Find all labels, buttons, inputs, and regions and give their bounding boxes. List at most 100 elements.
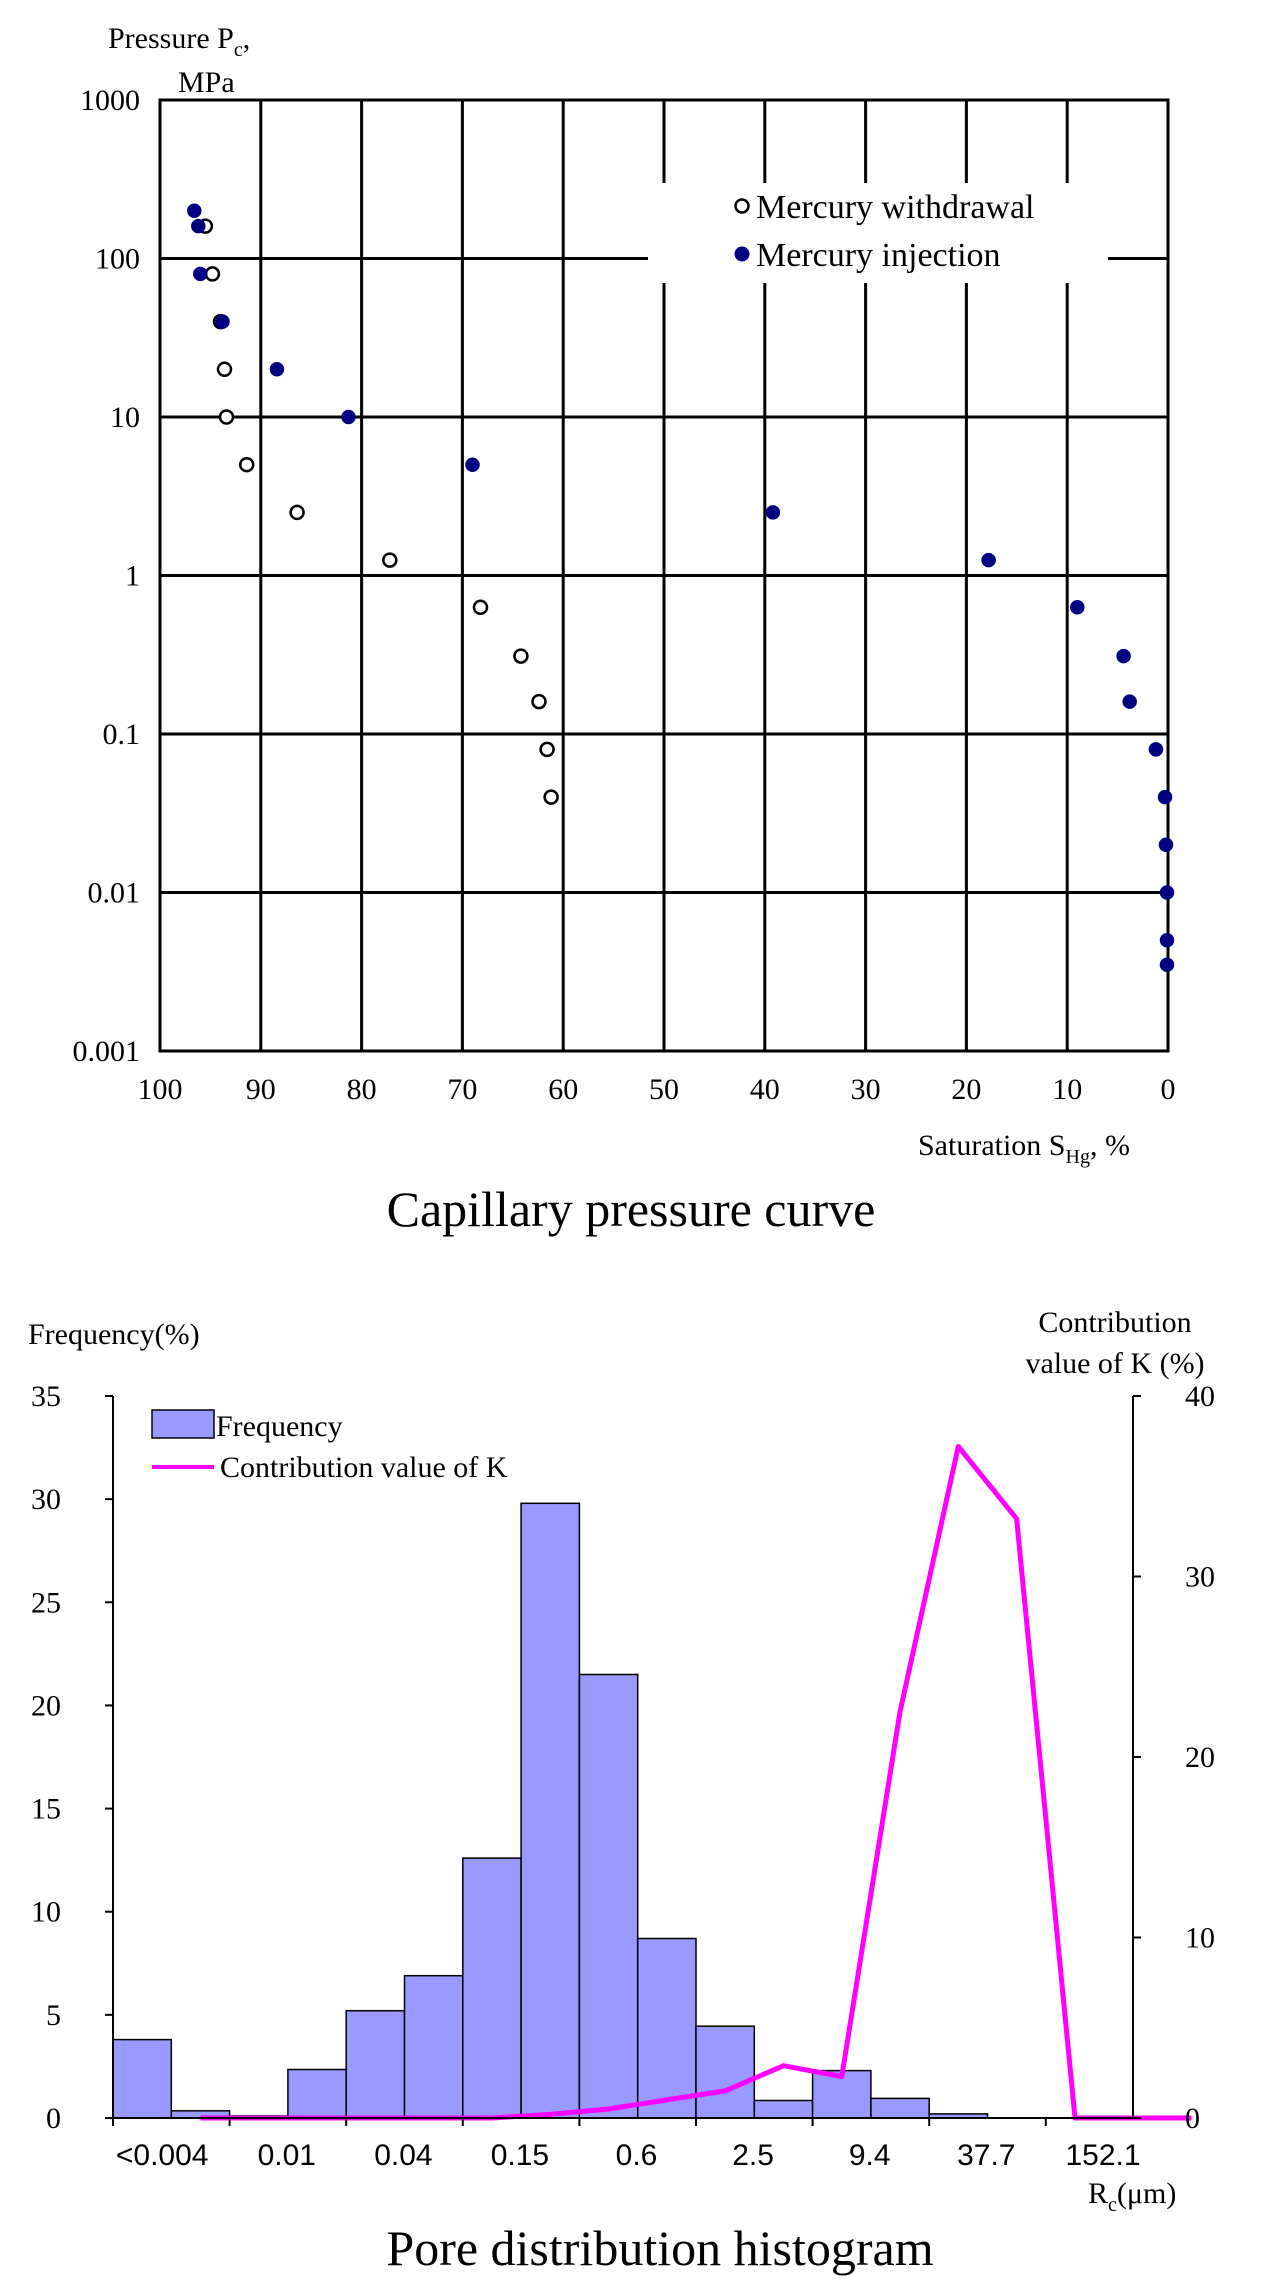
injection-point [1159, 957, 1175, 973]
withdrawal-point [531, 693, 547, 710]
histogram-bar [345, 2009, 406, 2119]
pore-distribution-chart: 0 5 10 15 20 25 30 35 0 10 20 30 40 <0.004 0.01 0.04 0… [28, 1306, 1215, 2276]
histogram-bars [112, 1502, 989, 2119]
legend-filled-circle-icon [734, 246, 750, 262]
top-x-tick: 10 [1052, 1073, 1082, 1106]
top-x-tick: 100 [138, 1073, 183, 1106]
bottom-y2-tick: 40 [1185, 1380, 1215, 1413]
histogram-bar [695, 2025, 756, 2119]
injection-point [341, 409, 356, 425]
bottom-left-y-ticks: 0 5 10 15 20 25 30 35 [31, 1380, 113, 2135]
injection-point [215, 314, 230, 329]
bottom-y-tick: 10 [31, 1896, 61, 1929]
histogram-bar [578, 1673, 639, 2119]
top-y-tick: 0.001 [73, 1035, 141, 1068]
bottom-x-axis-label: Rc(μm) [1088, 2177, 1176, 2216]
top-legend-box [648, 183, 1108, 283]
top-x-tick: 60 [548, 1073, 578, 1106]
withdrawal-point [218, 409, 235, 425]
histogram-bar [870, 2097, 930, 2119]
top-x-tick: 30 [851, 1073, 881, 1106]
legend-frequency-label: Frequency [216, 1410, 343, 1443]
injection-point [269, 362, 285, 377]
top-x-tick: 80 [347, 1073, 377, 1106]
legend-frequency-swatch [151, 1409, 215, 1439]
top-y-tick: 0.1 [103, 718, 141, 751]
top-x-tick: 20 [951, 1073, 981, 1106]
injection-point [1158, 837, 1174, 853]
histogram-bar [636, 1937, 697, 2119]
top-x-axis-label: Saturation SHg, % [918, 1129, 1130, 1168]
bottom-x-tick: 9.4 [849, 2139, 891, 2172]
top-y-tick: 100 [95, 243, 140, 276]
top-x-tick: 40 [750, 1073, 780, 1106]
injection-point [1116, 648, 1131, 664]
injection-point [191, 218, 206, 234]
bottom-y2-axis-label-line1: Contribution [1038, 1306, 1191, 1339]
legend-withdrawal-label: Mercury withdrawal [756, 189, 1035, 226]
bottom-right-y-ticks: 0 10 20 30 40 [1133, 1380, 1215, 2135]
legend-open-circle-icon [734, 198, 750, 214]
bottom-y-tick: 35 [31, 1380, 61, 1413]
bottom-x-tick: 0.15 [491, 2139, 549, 2172]
bottom-y-tick: 30 [31, 1483, 61, 1516]
injection-point [465, 457, 480, 472]
bottom-y-tick: 5 [46, 1999, 61, 2032]
bottom-y2-tick: 10 [1185, 1922, 1215, 1955]
bottom-x-tick: 37.7 [957, 2139, 1015, 2172]
top-y-tick: 0.01 [88, 877, 141, 910]
bottom-y2-axis-label-line2: value of K (%) [1025, 1347, 1204, 1380]
injection-point [1159, 885, 1175, 900]
top-x-tick: 70 [447, 1073, 477, 1106]
top-y-axis-label-line1: Pressure Pc, [108, 22, 250, 61]
bottom-y2-tick: 20 [1185, 1741, 1215, 1774]
withdrawal-point [238, 456, 255, 473]
top-plot-frame [158, 98, 1170, 1053]
withdrawal-point [539, 741, 555, 758]
withdrawal-point [543, 789, 559, 805]
top-x-tick: 0 [1161, 1073, 1176, 1106]
bottom-x-tick: <0.004 [116, 2139, 209, 2172]
bottom-y-tick: 25 [31, 1586, 61, 1619]
bottom-x-tick: 2.5 [732, 2139, 774, 2172]
injection-point [1159, 932, 1175, 948]
top-y-tick-labels: 0.001 0.01 0.1 1 10 100 1000 [73, 84, 141, 1068]
bottom-x-tick: 0.04 [374, 2139, 432, 2172]
top-x-tick: 90 [246, 1073, 276, 1106]
bottom-y2-tick: 30 [1185, 1561, 1215, 1594]
histogram-bar [520, 1502, 581, 2119]
withdrawal-point [513, 648, 529, 664]
top-x-tick: 50 [649, 1073, 679, 1106]
bottom-x-tick: 0.6 [616, 2139, 658, 2172]
histogram-bar [403, 1974, 464, 2119]
top-y-tick: 10 [110, 401, 140, 434]
bottom-y-tick: 15 [31, 1793, 61, 1826]
top-y-tick: 1000 [80, 84, 140, 117]
injection-point [981, 552, 996, 568]
bottom-y2-tick: 0 [1185, 2102, 1200, 2135]
bottom-y-tick: 0 [46, 2102, 61, 2135]
bottom-x-tick: 0.01 [258, 2139, 316, 2172]
injection-point [1148, 742, 1164, 757]
withdrawal-point [289, 504, 305, 521]
withdrawal-point [216, 361, 233, 378]
legend-injection-label: Mercury injection [756, 237, 1001, 274]
histogram-bar [112, 2038, 173, 2119]
injection-point [1157, 789, 1173, 805]
histogram-bar [287, 2068, 347, 2119]
capillary-pressure-chart: 100 90 80 70 60 50 40 30 20 10 0 0.0010.010.111010… [73, 22, 1176, 1237]
bottom-x-tick-labels: <0.004 0.01 0.04 0.15 0.6 2.5 9.4 37.7 152.1 [112, 2118, 1141, 2172]
withdrawal-point [204, 266, 221, 282]
withdrawal-point [472, 599, 489, 616]
injection-point [1122, 694, 1137, 709]
injection-point [193, 266, 208, 282]
injection-point [765, 505, 781, 520]
top-y-tick: 1 [125, 560, 140, 593]
top-chart-title: Capillary pressure curve [387, 1181, 876, 1237]
legend-contribution-label: Contribution value of K [220, 1451, 508, 1484]
bottom-chart-title: Pore distribution histogram [386, 2220, 933, 2276]
histogram-bar [462, 1857, 522, 2119]
bottom-legend: Frequency Contribution value of K [151, 1409, 508, 1484]
histogram-bar [753, 2099, 814, 2119]
